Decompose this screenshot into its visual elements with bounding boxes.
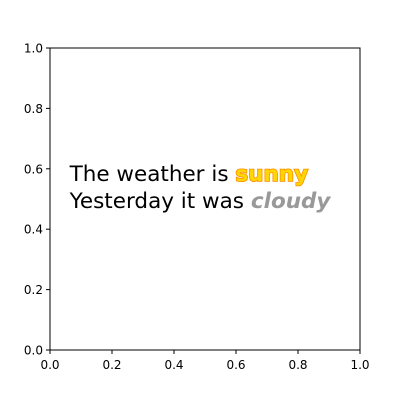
x-tick-label: 0.8 (288, 358, 307, 372)
x-tick-label: 1.0 (350, 358, 369, 372)
annotation-text: Yesterday it was (69, 189, 251, 214)
x-tick-label: 0.2 (102, 358, 121, 372)
highlight-word: cloudy (251, 189, 332, 214)
y-tick-label: 0.4 (24, 223, 43, 237)
annotation-line: Yesterday it was cloudy (69, 189, 332, 214)
plot-frame (49, 47, 361, 351)
x-tick-label: 0.0 (40, 358, 59, 372)
y-tick-label: 0.0 (24, 344, 43, 358)
tick-marks: 0.0 0.2 0.4 0.6 0.8 1.0 0.0 0.2 0.4 0.6 0.8 1.0 (24, 42, 370, 373)
annotation-text: The weather is (69, 162, 236, 187)
y-tick-label: 0.8 (24, 102, 43, 116)
axes (49, 47, 361, 351)
y-tick-label: 0.6 (24, 162, 43, 176)
y-tick-label: 1.0 (24, 42, 43, 56)
x-tick-label: 0.4 (164, 358, 183, 372)
annotation-line: The weather is sunny (69, 162, 309, 187)
y-tick-label: 0.2 (24, 283, 43, 297)
x-tick-label: 0.6 (226, 358, 245, 372)
highlight-word: sunny (235, 162, 308, 187)
